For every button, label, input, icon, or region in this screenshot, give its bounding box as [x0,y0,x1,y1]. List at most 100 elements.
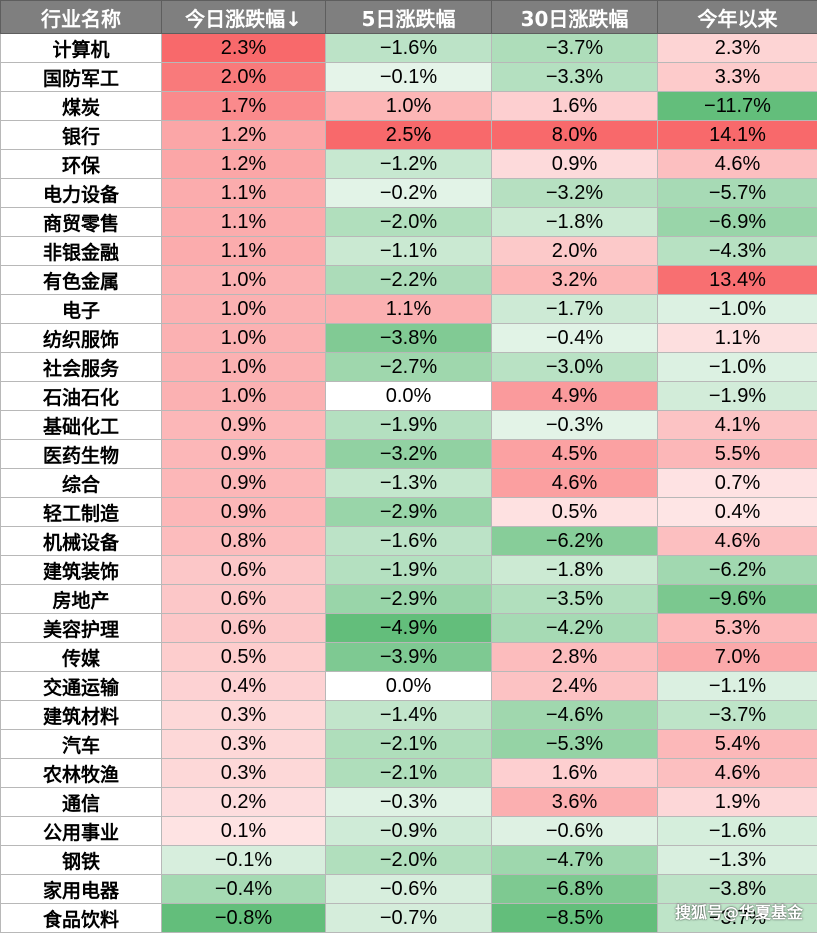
industry-name-cell: 房地产 [0,584,162,614]
industry-name-cell: 钢铁 [0,845,162,875]
30day-change-cell: −1.8% [491,555,658,585]
5day-change-cell: −1.9% [325,410,492,440]
5day-change-cell: −2.9% [325,584,492,614]
ytd-change-cell: 13.4% [657,265,817,295]
5day-change-cell: −2.0% [325,845,492,875]
table-row: 建筑材料 0.3% −1.4% −4.6% −3.7% [0,700,817,730]
ytd-change-cell: −6.2% [657,555,817,585]
header-ytd-change[interactable]: 今年以来 [657,0,817,34]
ytd-change-cell: 4.6% [657,526,817,556]
industry-name-cell: 通信 [0,787,162,817]
industry-name-cell: 食品饮料 [0,903,162,933]
today-change-cell: −0.1% [161,845,326,875]
today-change-cell: 1.7% [161,91,326,121]
5day-change-cell: −1.4% [325,700,492,730]
ytd-change-cell: −9.6% [657,584,817,614]
industry-name-cell: 环保 [0,149,162,179]
industry-name-cell: 家用电器 [0,874,162,904]
table-row: 建筑装饰 0.6% −1.9% −1.8% −6.2% [0,555,817,585]
30day-change-cell: 4.9% [491,381,658,411]
30day-change-cell: 1.6% [491,91,658,121]
table-row: 通信 0.2% −0.3% 3.6% 1.9% [0,787,817,817]
30day-change-cell: −3.5% [491,584,658,614]
industry-name-cell: 计算机 [0,33,162,63]
5day-change-cell: 1.0% [325,91,492,121]
table-row: 食品饮料 −0.8% −0.7% −8.5% −3.7% [0,903,817,933]
5day-change-cell: −2.7% [325,352,492,382]
header-30day-change[interactable]: 30日涨跌幅 [491,0,658,34]
today-change-cell: 1.0% [161,381,326,411]
today-change-cell: 0.6% [161,584,326,614]
today-change-cell: −0.8% [161,903,326,933]
table-row: 电子 1.0% 1.1% −1.7% −1.0% [0,294,817,324]
industry-name-cell: 公用事业 [0,816,162,846]
30day-change-cell: −5.3% [491,729,658,759]
today-change-cell: 1.2% [161,149,326,179]
5day-change-cell: −2.2% [325,265,492,295]
table-row: 房地产 0.6% −2.9% −3.5% −9.6% [0,584,817,614]
today-change-cell: 1.0% [161,352,326,382]
ytd-change-cell: 1.1% [657,323,817,353]
5day-change-cell: −1.6% [325,33,492,63]
30day-change-cell: 0.5% [491,497,658,527]
ytd-change-cell: −3.7% [657,903,817,933]
5day-change-cell: 0.0% [325,381,492,411]
5day-change-cell: −1.3% [325,468,492,498]
today-change-cell: 0.8% [161,526,326,556]
industry-name-cell: 石油石化 [0,381,162,411]
header-5day-change[interactable]: 5日涨跌幅 [325,0,492,34]
table-row: 钢铁 −0.1% −2.0% −4.7% −1.3% [0,845,817,875]
ytd-change-cell: 5.5% [657,439,817,469]
today-change-cell: 0.9% [161,410,326,440]
industry-name-cell: 国防军工 [0,62,162,92]
5day-change-cell: −1.6% [325,526,492,556]
5day-change-cell: −2.1% [325,729,492,759]
30day-change-cell: 4.6% [491,468,658,498]
5day-change-cell: −2.0% [325,207,492,237]
30day-change-cell: −1.8% [491,207,658,237]
30day-change-cell: 0.9% [491,149,658,179]
today-change-cell: 0.6% [161,555,326,585]
5day-change-cell: −1.1% [325,236,492,266]
header-industry-name[interactable]: 行业名称 [0,0,162,34]
table-row: 纺织服饰 1.0% −3.8% −0.4% 1.1% [0,323,817,353]
table-row: 非银金融 1.1% −1.1% 2.0% −4.3% [0,236,817,266]
table-row: 煤炭 1.7% 1.0% 1.6% −11.7% [0,91,817,121]
table-row: 轻工制造 0.9% −2.9% 0.5% 0.4% [0,497,817,527]
ytd-change-cell: 0.7% [657,468,817,498]
industry-name-cell: 建筑材料 [0,700,162,730]
ytd-change-cell: −1.1% [657,671,817,701]
industry-name-cell: 综合 [0,468,162,498]
ytd-change-cell: 3.3% [657,62,817,92]
table-row: 国防军工 2.0% −0.1% −3.3% 3.3% [0,62,817,92]
today-change-cell: −0.4% [161,874,326,904]
today-change-cell: 1.1% [161,236,326,266]
ytd-change-cell: 14.1% [657,120,817,150]
table-row: 商贸零售 1.1% −2.0% −1.8% −6.9% [0,207,817,237]
ytd-change-cell: −11.7% [657,91,817,121]
30day-change-cell: 2.8% [491,642,658,672]
5day-change-cell: −1.2% [325,149,492,179]
industry-name-cell: 交通运输 [0,671,162,701]
30day-change-cell: 3.6% [491,787,658,817]
header-today-change[interactable]: 今日涨跌幅↓ [161,0,326,34]
30day-change-cell: −4.7% [491,845,658,875]
today-change-cell: 1.0% [161,265,326,295]
industry-name-cell: 煤炭 [0,91,162,121]
industry-name-cell: 基础化工 [0,410,162,440]
ytd-change-cell: −1.0% [657,352,817,382]
ytd-change-cell: 5.3% [657,613,817,643]
30day-change-cell: 1.6% [491,758,658,788]
industry-name-cell: 汽车 [0,729,162,759]
5day-change-cell: −2.9% [325,497,492,527]
today-change-cell: 0.9% [161,497,326,527]
ytd-change-cell: 2.3% [657,33,817,63]
today-change-cell: 0.5% [161,642,326,672]
ytd-change-cell: 4.6% [657,149,817,179]
ytd-change-cell: 7.0% [657,642,817,672]
ytd-change-cell: −3.7% [657,700,817,730]
5day-change-cell: −2.1% [325,758,492,788]
header-row: 行业名称 今日涨跌幅↓ 5日涨跌幅 30日涨跌幅 今年以来 [0,0,817,34]
30day-change-cell: −3.3% [491,62,658,92]
table-row: 传媒 0.5% −3.9% 2.8% 7.0% [0,642,817,672]
